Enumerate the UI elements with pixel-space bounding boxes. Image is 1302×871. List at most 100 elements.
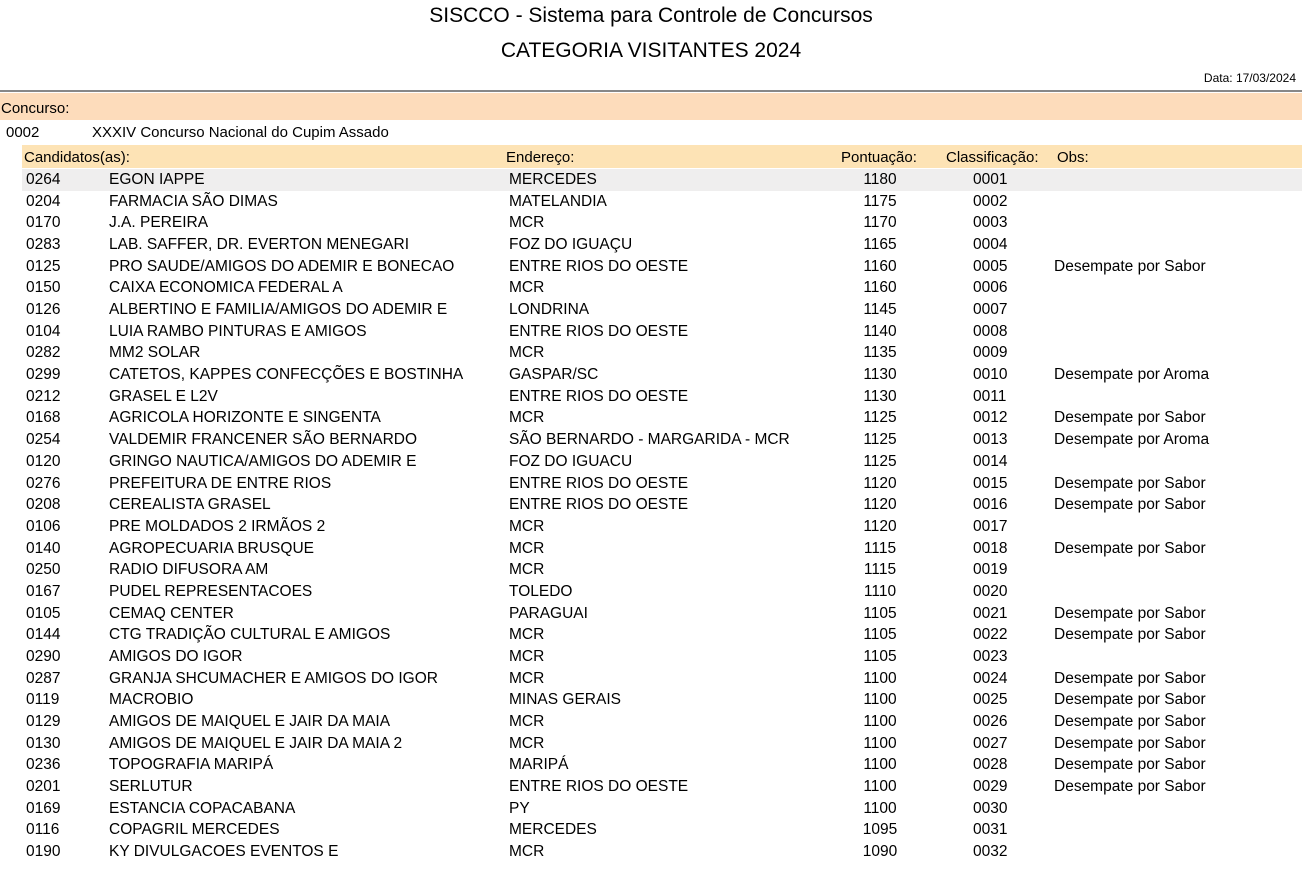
table-row: 0150 CAIXA ECONOMICA FEDERAL A MCR 1160 0006 <box>22 277 1302 299</box>
table-row: 0236 TOPOGRAFIA MARIPÁ MARIPÁ 1100 0028 Desem… <box>22 754 1302 776</box>
candidate-obs: Desempate por Sabor <box>1054 539 1206 557</box>
candidate-name: CEREALISTA GRASEL <box>109 496 271 514</box>
candidate-address: MCR <box>509 626 545 644</box>
concurso-label: Concurso: <box>1 100 70 117</box>
candidate-address: MCR <box>509 713 545 730</box>
candidate-obs: Desempate por Sabor <box>1054 257 1206 275</box>
candidate-obs: Desempate por Sabor <box>1054 604 1206 622</box>
candidate-code: 0169 <box>26 799 61 817</box>
candidate-code: 0119 <box>26 691 60 709</box>
table-row: 0126 ALBERTINO E FAMILIA/AMIGOS DO ADEMIR… <box>22 299 1302 321</box>
candidate-classification: 0014 <box>973 452 1008 470</box>
column-header-classification: Classificação: <box>946 149 1039 166</box>
candidate-code: 0276 <box>26 474 61 492</box>
candidate-classification: 0018 <box>973 539 1008 557</box>
candidate-classification: 0029 <box>973 778 1008 796</box>
candidate-obs: Desempate por Sabor <box>1054 409 1206 427</box>
candidate-classification: 0028 <box>973 756 1008 774</box>
candidate-code: 0254 <box>26 431 61 449</box>
candidate-classification: 0024 <box>973 669 1008 687</box>
concurso-code: 0002 <box>6 124 40 141</box>
candidate-name: PUDEL REPRESENTACOES <box>109 582 313 600</box>
candidate-classification: 0012 <box>973 409 1008 427</box>
candidate-code: 0120 <box>26 452 61 470</box>
candidate-code: 0204 <box>26 192 61 210</box>
table-row: 0212 GRASEL E L2V ENTRE RIOS DO OESTE 1130 0… <box>22 386 1302 408</box>
candidate-score: 1125 <box>863 431 897 449</box>
candidate-address: MCR <box>509 647 545 665</box>
candidate-name: CEMAQ CENTER <box>109 604 234 622</box>
concurso-name: XXXIV Concurso Nacional do Cupim Assado <box>92 124 389 141</box>
candidate-address: MCR <box>509 344 545 362</box>
candidate-name: FARMACIA SÃO DIMAS <box>109 192 278 210</box>
candidate-address: GASPAR/SC <box>509 366 599 384</box>
candidate-classification: 0013 <box>973 431 1008 449</box>
candidate-classification: 0006 <box>973 279 1008 297</box>
table-row: 0282 MM2 SOLAR MCR 1135 0009 <box>22 342 1302 364</box>
candidate-score: 1100 <box>863 756 897 774</box>
candidate-score: 1175 <box>863 192 897 210</box>
candidate-code: 0144 <box>26 626 61 644</box>
candidate-name: PRO SAUDE/AMIGOS DO ADEMIR E BONECAO <box>109 257 455 275</box>
candidate-score: 1110 <box>863 582 897 600</box>
candidate-code: 0236 <box>26 756 61 774</box>
table-row: 0129 AMIGOS DE MAIQUEL E JAIR DA MAIA MCR 1… <box>22 711 1302 733</box>
candidate-address: MARIPÁ <box>509 756 569 774</box>
candidate-code: 0130 <box>26 734 61 752</box>
table-row: 0125 PRO SAUDE/AMIGOS DO ADEMIR E BONECAO… <box>22 256 1302 278</box>
candidate-score: 1160 <box>863 279 897 297</box>
candidate-address: ENTRE RIOS DO OESTE <box>509 474 689 492</box>
candidate-code: 0170 <box>26 214 61 232</box>
candidate-address: MCR <box>509 517 545 535</box>
candidate-classification: 0021 <box>973 604 1008 622</box>
candidate-name: COPAGRIL MERCEDES <box>109 821 280 839</box>
candidate-address: ENTRE RIOS DO OESTE <box>509 496 689 514</box>
candidate-obs: Desempate por Sabor <box>1054 756 1206 774</box>
candidate-classification: 0022 <box>973 626 1008 644</box>
candidate-score: 1100 <box>863 691 897 709</box>
table-row: 0130 AMIGOS DE MAIQUEL E JAIR DA MAIA 2 MC… <box>22 733 1302 755</box>
candidate-classification: 0004 <box>973 236 1008 254</box>
candidate-address: MCR <box>509 734 545 752</box>
table-row: 0276 PREFEITURA DE ENTRE RIOS ENTRE RIOS D… <box>22 473 1302 495</box>
table-row: 0264 EGON IAPPE MERCEDES 1180 0001 <box>22 169 1302 191</box>
candidate-address: SÃO BERNARDO - MARGARIDA - MCR <box>509 431 790 449</box>
candidate-address: MATELANDIA <box>509 192 607 210</box>
candidate-code: 0116 <box>26 821 60 839</box>
candidate-score: 1135 <box>863 344 897 362</box>
candidate-name: GRASEL E L2V <box>109 387 218 405</box>
candidate-code: 0264 <box>26 171 61 188</box>
candidate-address: PARAGUAI <box>509 604 588 622</box>
concurso-band <box>0 93 1302 120</box>
candidate-score: 1145 <box>863 301 897 319</box>
table-row: 0290 AMIGOS DO IGOR MCR 1105 0023 <box>22 646 1302 668</box>
candidate-score: 1100 <box>863 669 897 687</box>
candidate-name: CATETOS, KAPPES CONFECÇÕES E BOSTINHA <box>109 366 464 384</box>
candidate-name: CAIXA ECONOMICA FEDERAL A <box>109 279 343 297</box>
candidate-score: 1165 <box>863 236 897 254</box>
candidate-name: AMIGOS DO IGOR <box>109 647 243 665</box>
table-row: 0106 PRE MOLDADOS 2 IRMÃOS 2 MCR 1120 0017 <box>22 516 1302 538</box>
candidate-name: AMIGOS DE MAIQUEL E JAIR DA MAIA 2 <box>109 734 403 752</box>
candidate-address: MCR <box>509 214 545 232</box>
candidate-classification: 0016 <box>973 496 1008 514</box>
candidate-score: 1125 <box>863 409 897 427</box>
candidate-address: MCR <box>509 539 545 557</box>
candidate-code: 0106 <box>26 517 61 535</box>
candidate-classification: 0001 <box>973 171 1008 188</box>
candidate-address: FOZ DO IGUAÇU <box>509 236 633 254</box>
candidate-code: 0282 <box>26 344 61 362</box>
candidate-address: ENTRE RIOS DO OESTE <box>509 257 689 275</box>
table-row: 0144 CTG TRADIÇÃO CULTURAL E AMIGOS MCR 110… <box>22 624 1302 646</box>
candidate-classification: 0010 <box>973 366 1008 384</box>
candidate-score: 1130 <box>863 366 897 384</box>
table-row: 0201 SERLUTUR ENTRE RIOS DO OESTE 1100 0029 D… <box>22 776 1302 798</box>
candidate-address: TOLEDO <box>509 582 573 600</box>
table-row: 0167 PUDEL REPRESENTACOES TOLEDO 1110 0020 <box>22 581 1302 603</box>
candidate-code: 0104 <box>26 322 61 340</box>
candidate-address: MCR <box>509 843 545 861</box>
candidate-address: LONDRINA <box>509 301 590 319</box>
candidate-obs: Desempate por Sabor <box>1054 626 1206 644</box>
candidate-score: 1105 <box>863 647 897 665</box>
candidate-score: 1095 <box>862 821 898 839</box>
